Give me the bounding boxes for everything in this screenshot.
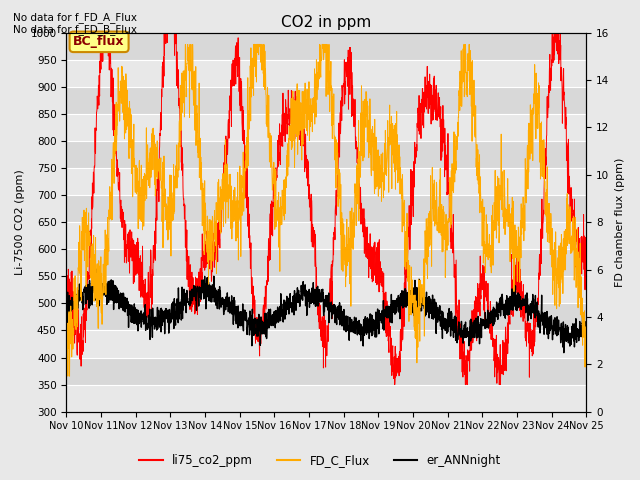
- Bar: [67, 303, 586, 330]
- Legend: li75_co2_ppm, FD_C_Flux, er_ANNnight: li75_co2_ppm, FD_C_Flux, er_ANNnight: [134, 449, 506, 472]
- Bar: [67, 249, 586, 276]
- Bar: [67, 141, 586, 168]
- Bar: [67, 33, 586, 60]
- Text: No data for f_FD_A_Flux: No data for f_FD_A_Flux: [13, 12, 137, 23]
- Bar: [67, 222, 586, 249]
- Title: CO2 in ppm: CO2 in ppm: [282, 15, 372, 30]
- Bar: [67, 195, 586, 222]
- Text: No data for f_FD_B_Flux: No data for f_FD_B_Flux: [13, 24, 137, 35]
- Bar: [67, 358, 586, 384]
- Bar: [67, 60, 586, 87]
- Bar: [67, 87, 586, 114]
- Bar: [67, 384, 586, 412]
- Bar: [67, 276, 586, 303]
- Y-axis label: FD chamber flux (ppm): FD chamber flux (ppm): [615, 157, 625, 287]
- Y-axis label: Li-7500 CO2 (ppm): Li-7500 CO2 (ppm): [15, 169, 25, 275]
- Bar: [67, 168, 586, 195]
- Bar: [67, 114, 586, 141]
- Bar: [67, 330, 586, 358]
- Text: BC_flux: BC_flux: [74, 36, 125, 48]
